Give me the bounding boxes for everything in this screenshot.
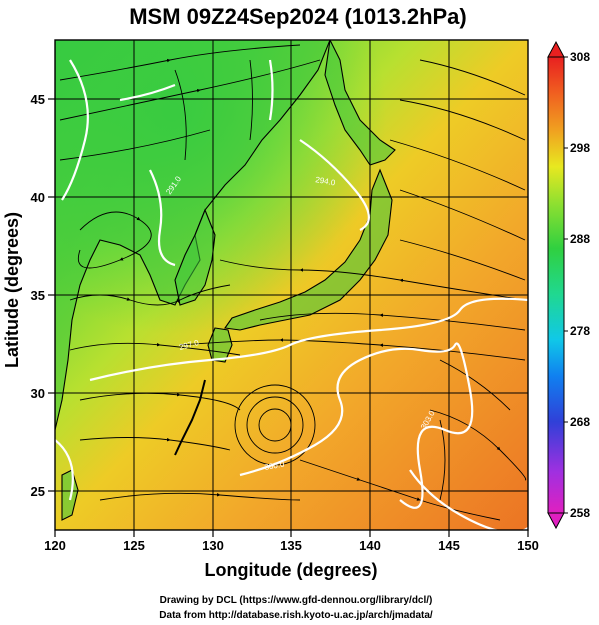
credit-line-data: Data from http://database.rish.kyoto-u.a… (159, 610, 433, 621)
plot-area: 291.0 294.0 297.0 300.0 303.0 (55, 40, 528, 530)
x-tick-label: 130 (202, 538, 224, 553)
colorbar-tick-label: 288 (570, 232, 590, 246)
y-axis: 25 30 35 40 45 Latitude (degrees) (2, 92, 55, 499)
streamlines (59, 44, 527, 521)
colorbar-tick-label: 298 (570, 141, 590, 155)
contour-label: 300.0 (264, 460, 286, 472)
colorbar-min-arrow (547, 512, 565, 530)
map-title: MSM 09Z24Sep2024 (1013.2hPa) (129, 4, 467, 29)
x-tick-label: 125 (123, 538, 145, 553)
colorbar-tick-label: 258 (570, 506, 590, 520)
colorbar-max-arrow (547, 40, 565, 58)
y-tick-label: 35 (31, 288, 45, 303)
x-axis: 120 125 130 135 140 145 150 Longitude (d… (44, 530, 539, 580)
credit-line-drawing: Drawing by DCL (https://www.gfd-dennou.o… (160, 595, 433, 606)
isotherms (55, 59, 528, 530)
y-tick-label: 45 (31, 92, 45, 107)
colorbar-tick-label: 308 (570, 50, 590, 64)
y-tick-label: 30 (31, 386, 45, 401)
sakhalin-hokkaido (324, 40, 396, 166)
lat-lon-grid (55, 40, 528, 530)
colorbar: 308 298 288 278 268 258 (547, 40, 590, 530)
contour-label: 294.0 (315, 175, 337, 187)
x-tick-label: 150 (517, 538, 539, 553)
x-tick-label: 145 (438, 538, 460, 553)
x-tick-label: 140 (359, 538, 381, 553)
x-tick-label: 135 (280, 538, 302, 553)
taiwan (61, 469, 79, 521)
colorbar-tick-label: 268 (570, 415, 590, 429)
y-tick-label: 40 (31, 190, 45, 205)
colorbar-tick-label: 278 (570, 324, 590, 338)
x-axis-title: Longitude (degrees) (204, 560, 377, 580)
kyushu (207, 327, 233, 363)
y-tick-label: 25 (31, 484, 45, 499)
y-axis-title: Latitude (degrees) (2, 212, 22, 368)
continent-asia (55, 40, 331, 431)
x-tick-label: 120 (44, 538, 66, 553)
colorbar-scale (547, 56, 565, 514)
